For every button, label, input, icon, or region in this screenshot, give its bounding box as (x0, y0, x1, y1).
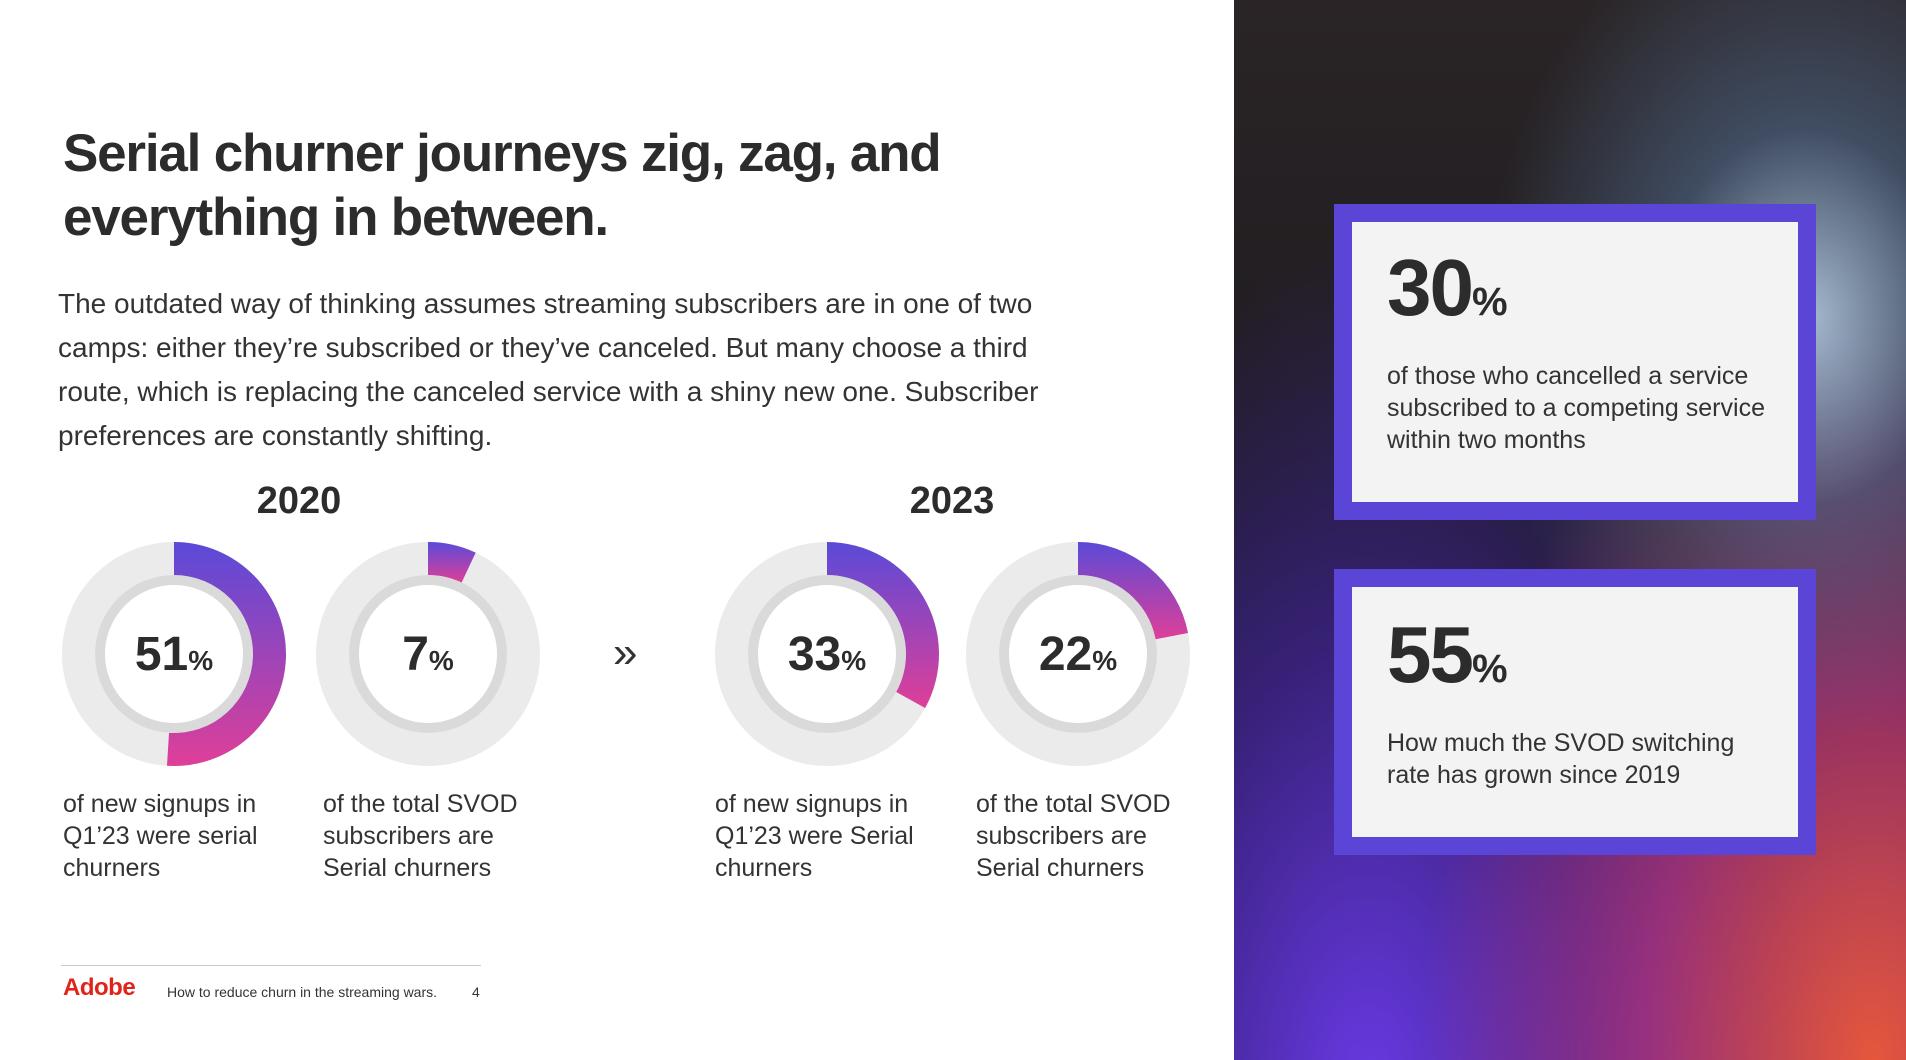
donut-inner-ring (748, 575, 906, 733)
donut-caption: of the total SVOD subscribers are Serial… (323, 790, 518, 882)
brand: Adobe (63, 974, 136, 1001)
footer-rule (61, 965, 481, 966)
stat-number: 30 (1387, 243, 1474, 332)
stat-card: 55% How much the SVOD switching rate has … (1334, 569, 1816, 855)
page-number: 4 (472, 984, 480, 1000)
donut-value: 51% (135, 628, 213, 681)
stat-number: 55 (1387, 610, 1474, 699)
donut-inner-ring (999, 575, 1157, 733)
stat-value: 55% (1387, 609, 1508, 701)
footer-text: How to reduce churn in the streaming war… (167, 984, 438, 1000)
stat-card-inner: 55% How much the SVOD switching rate has … (1352, 587, 1798, 837)
stat-unit: % (1471, 280, 1508, 324)
donut-caption: of new signups in Q1’23 were serial chur… (63, 790, 258, 882)
value-number: 51 (135, 628, 188, 681)
donut-inner-ring (95, 575, 253, 733)
stat-card: 30% of those who cancelled a service subs… (1334, 204, 1816, 520)
photo-panel (1234, 0, 1906, 1060)
value-number: 33 (788, 628, 841, 681)
title: Serial churner journeys zig, zag, and ev… (63, 124, 942, 247)
donut: 33% (715, 542, 939, 766)
separator: » (613, 628, 638, 677)
donut-arc (1078, 542, 1189, 640)
donut: 22% (966, 542, 1190, 766)
donut-caption: of the total SVOD subscribers are Serial… (976, 790, 1171, 882)
stat-text: How much the SVOD switching rate has gro… (1387, 729, 1735, 789)
donut-caption: of new signups in Q1’23 were Serial chur… (715, 790, 914, 882)
year-label: 2023 (909, 480, 995, 522)
stat-value: 30% (1387, 242, 1508, 334)
value-unit: % (188, 645, 213, 676)
donut-arc (428, 542, 476, 583)
value-unit: % (429, 645, 454, 676)
value-unit: % (841, 645, 866, 676)
donut-arc (827, 542, 939, 708)
donut-inner-ring (349, 575, 507, 733)
value-number: 22 (1039, 628, 1092, 681)
body-text: The outdated way of thinking assumes str… (58, 288, 1039, 451)
donut-value: 33% (788, 628, 866, 681)
donut: 7% (316, 542, 540, 766)
stat-card-inner: 30% of those who cancelled a service subs… (1352, 222, 1798, 502)
value-number: 7 (402, 628, 429, 681)
stat-unit: % (1471, 647, 1508, 691)
donut-arc (166, 542, 286, 766)
donut-value: 7% (402, 628, 454, 681)
year-label: 2020 (256, 480, 342, 522)
donut-value: 22% (1039, 628, 1117, 681)
value-unit: % (1092, 645, 1117, 676)
stat-text: of those who cancelled a service subscri… (1387, 362, 1765, 454)
donut: 51% (62, 542, 286, 766)
